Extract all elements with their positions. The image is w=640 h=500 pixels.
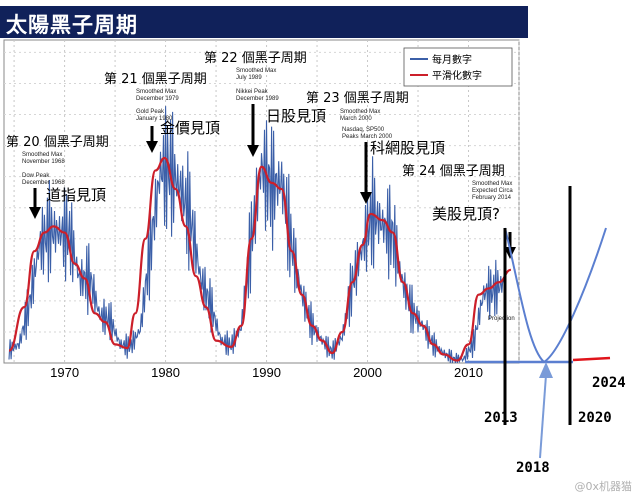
x-tick-label: 1980 (151, 365, 180, 380)
chart-title: 太陽黑子周期 (6, 13, 138, 37)
nasdaq-peak-label: 科網股見頂 (370, 139, 445, 157)
nasdaq-note-2: Peaks March 2000 (342, 134, 393, 140)
cycle-23-note-2: March 2000 (340, 116, 372, 122)
x-tick-label: 2000 (353, 365, 382, 380)
cycle-20-note-2: November 1968 (22, 159, 65, 165)
nasdaq-note-1: Nasdaq, SP500 (342, 127, 385, 133)
cycle-21-note-1: Smoothed Max (136, 89, 176, 95)
nikkei-note-2: December 1989 (236, 96, 279, 102)
series-smoothed-line (8, 156, 512, 362)
cycle-23-note-1: Smoothed Max (340, 109, 380, 115)
baseline-red (572, 356, 611, 362)
gold-note-2: January 1980 (136, 116, 173, 122)
cycle-20-note-1: Smoothed Max (22, 152, 62, 158)
year-2013-label: 2013 (484, 410, 518, 426)
projection-parabola (504, 227, 607, 364)
arrow-nikkei (247, 104, 259, 157)
gold-note-1: Gold Peak (136, 109, 165, 115)
year-2018-label: 2018 (516, 460, 550, 476)
nikkei-note-1: Nikkei Peak (236, 89, 269, 95)
cycle-22-label: 第 22 個黑子周期 (204, 51, 307, 66)
legend-smoothed-label: 平滑化數字 (432, 69, 482, 82)
legend-monthly-label: 每月數字 (432, 53, 472, 66)
arrow-gold (146, 126, 158, 153)
nikkei-peak-label: 日股見頂 (266, 107, 326, 125)
dow-note-1: Dow Peak (22, 173, 50, 179)
cycle-24-label: 第 24 個黑子周期 (402, 164, 505, 179)
plot-frame (3, 39, 520, 364)
cycle-22-note-1: Smoothed Max (236, 68, 276, 74)
hand-drawn-overlay: 2013 2018 2020 2024 (465, 186, 626, 476)
projection-label: Projection (488, 316, 515, 322)
us-stock-peak-label: 美股見頂? (432, 205, 500, 223)
dow-note-2: December 1968 (22, 180, 65, 186)
arrow-2018-head (539, 362, 553, 378)
x-tick-labels: 1970 1980 1990 2000 2010 (50, 365, 483, 380)
arrow-nasdaq (360, 142, 372, 204)
x-tick-label: 2010 (454, 365, 483, 380)
arrow-2018-shaft (539, 374, 547, 459)
cycle-20-label: 第 20 個黑子周期 (6, 135, 109, 150)
peak-arrows (29, 104, 516, 259)
year-2020-label: 2020 (578, 410, 612, 426)
cycle-21-label: 第 21 個黑子周期 (104, 72, 207, 87)
cycle-24-note-1: Smoothed Max (472, 181, 512, 187)
x-tick-label: 1990 (252, 365, 281, 380)
cycle-21-note-2: December 1979 (136, 96, 179, 102)
gold-peak-label: 金價見頂 (160, 119, 220, 137)
arrow-dow (29, 188, 41, 219)
cycle-24-note-3: February 2014 (472, 195, 512, 201)
cycle-23-label: 第 23 個黑子周期 (306, 91, 409, 106)
watermark: @0x机器猫 (574, 480, 632, 493)
x-tick-label: 1970 (50, 365, 79, 380)
legend-box (403, 47, 513, 87)
cycle-22-note-2: July 1989 (236, 75, 262, 81)
year-2024-label: 2024 (592, 375, 626, 391)
legend: 每月數字 平滑化數字 (403, 47, 513, 87)
series-layer (8, 106, 512, 364)
dow-peak-label: 道指見頂 (46, 186, 106, 204)
cycle-24-note-2: Expected Circa (472, 188, 513, 194)
series-monthly-line (8, 106, 505, 364)
title-bar: 太陽黑子周期 (0, 6, 528, 38)
